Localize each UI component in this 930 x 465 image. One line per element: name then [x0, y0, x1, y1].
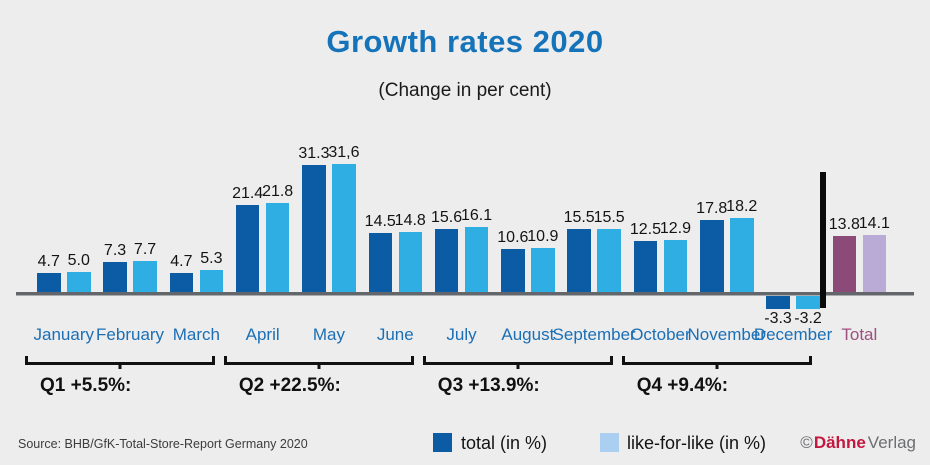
page-title: Growth rates 2020: [326, 24, 604, 59]
bar-value-label: 10.9: [527, 227, 559, 245]
quarter-bracket-q3: [422, 356, 613, 369]
bar-value-label: 21.8: [262, 183, 294, 201]
publisher-brand: Dähne: [813, 433, 866, 452]
bar-february-like-for-like: [133, 260, 157, 292]
bar-april-total: [235, 205, 260, 292]
legend-swatch-like-for-like: [600, 433, 619, 452]
bar-january-total: [37, 272, 61, 292]
axis-label-may: May: [312, 325, 345, 344]
bar-value-label: 31,6: [328, 143, 360, 161]
axis-label-total: Total: [841, 325, 878, 344]
bar-value-label: 14.5: [364, 213, 396, 231]
total-separator-line: [820, 172, 826, 308]
quarter-label-q3: Q3 +13.9%:: [437, 375, 540, 396]
page-subtitle: (Change in per cent): [378, 80, 552, 101]
axis-label-september: September: [552, 325, 636, 344]
bar-value-label: 14.1: [858, 214, 890, 232]
bar-value-label: 4.7: [170, 252, 193, 270]
bar-value-label: 31.3: [298, 144, 330, 162]
axis-label-july: July: [446, 325, 477, 344]
quarter-bracket-q1: [25, 356, 215, 369]
bar-value-label: -3.2: [794, 309, 822, 327]
axis-label-april: April: [245, 325, 280, 344]
bar-value-label: 7.7: [133, 240, 157, 258]
bar-august-like-for-like: [531, 247, 555, 292]
axis-label-february: February: [96, 325, 165, 344]
axis-label-november: November: [687, 325, 766, 344]
bar-january-like-for-like: [67, 271, 91, 292]
x-axis-line: [16, 292, 914, 296]
bar-value-label: 17.8: [696, 199, 728, 217]
axis-label-october: October: [630, 325, 691, 344]
bar-july-like-for-like: [464, 226, 489, 292]
bar-total-total: [832, 235, 857, 292]
publisher-suffix: Verlag: [867, 433, 916, 452]
axis-label-august: August: [501, 325, 555, 344]
legend-swatch-total: [433, 433, 452, 452]
bar-december-like-for-like: [796, 296, 820, 309]
bar-october-like-for-like: [663, 239, 688, 292]
source-note: Source: BHB/GfK-Total-Store-Report Germa…: [18, 437, 308, 451]
bar-march-total: [169, 272, 194, 292]
bar-september-total: [567, 229, 591, 292]
bar-april-like-for-like: [265, 203, 290, 292]
bar-june-like-for-like: [398, 231, 422, 292]
bar-value-label: 7.3: [103, 242, 127, 260]
bar-value-label: 13.8: [828, 215, 860, 233]
bar-value-label: 4.7: [37, 252, 60, 270]
bar-value-label: 15.6: [430, 208, 463, 226]
quarter-label-q2: Q2 +22.5%:: [238, 375, 341, 396]
legend-label-like-for-like: like-for-like (in %): [627, 433, 767, 453]
bar-may-total: [302, 164, 326, 292]
axis-label-december: December: [753, 325, 833, 344]
bar-value-label: 12.5: [629, 221, 661, 239]
bar-may-like-for-like: [332, 163, 356, 292]
bar-value-label: 15.5: [563, 209, 595, 227]
bar-total-like-for-like: [862, 234, 887, 292]
bar-value-label: 18.2: [726, 198, 758, 216]
bar-july-total: [434, 228, 459, 292]
copyright-symbol: ©: [800, 433, 813, 452]
bar-march-like-for-like: [199, 270, 224, 292]
axis-label-june: June: [376, 325, 414, 344]
axis-label-january: January: [33, 325, 94, 344]
bar-value-label: -3.3: [764, 310, 792, 328]
bar-august-total: [501, 248, 525, 292]
bar-february-total: [103, 262, 127, 292]
bar-value-label: 14.8: [394, 211, 426, 229]
bar-value-label: 21.4: [232, 185, 264, 203]
bar-june-total: [368, 233, 392, 292]
axis-label-march: March: [172, 325, 220, 344]
quarter-bracket-q2: [223, 356, 414, 369]
bar-value-label: 5.0: [67, 251, 90, 269]
quarter-bracket-q4: [621, 356, 812, 369]
bar-november-total: [700, 219, 724, 292]
quarter-label-q1: Q1 +5.5%:: [40, 375, 132, 396]
bar-value-label: 16.1: [460, 206, 493, 224]
legend-label-total: total (in %): [461, 433, 548, 453]
bar-value-label: 10.6: [497, 228, 529, 246]
bar-november-like-for-like: [730, 218, 754, 292]
bar-value-label: 15.5: [593, 209, 625, 227]
publisher-credit: ©Dähne Verlag: [800, 433, 916, 453]
bar-value-label: 5.3: [200, 250, 223, 268]
quarter-label-q4: Q4 +9.4%:: [636, 375, 729, 396]
bar-october-total: [633, 241, 658, 292]
bar-december-total: [766, 296, 790, 310]
bar-september-like-for-like: [597, 229, 621, 292]
bar-value-label: 12.9: [659, 219, 691, 237]
